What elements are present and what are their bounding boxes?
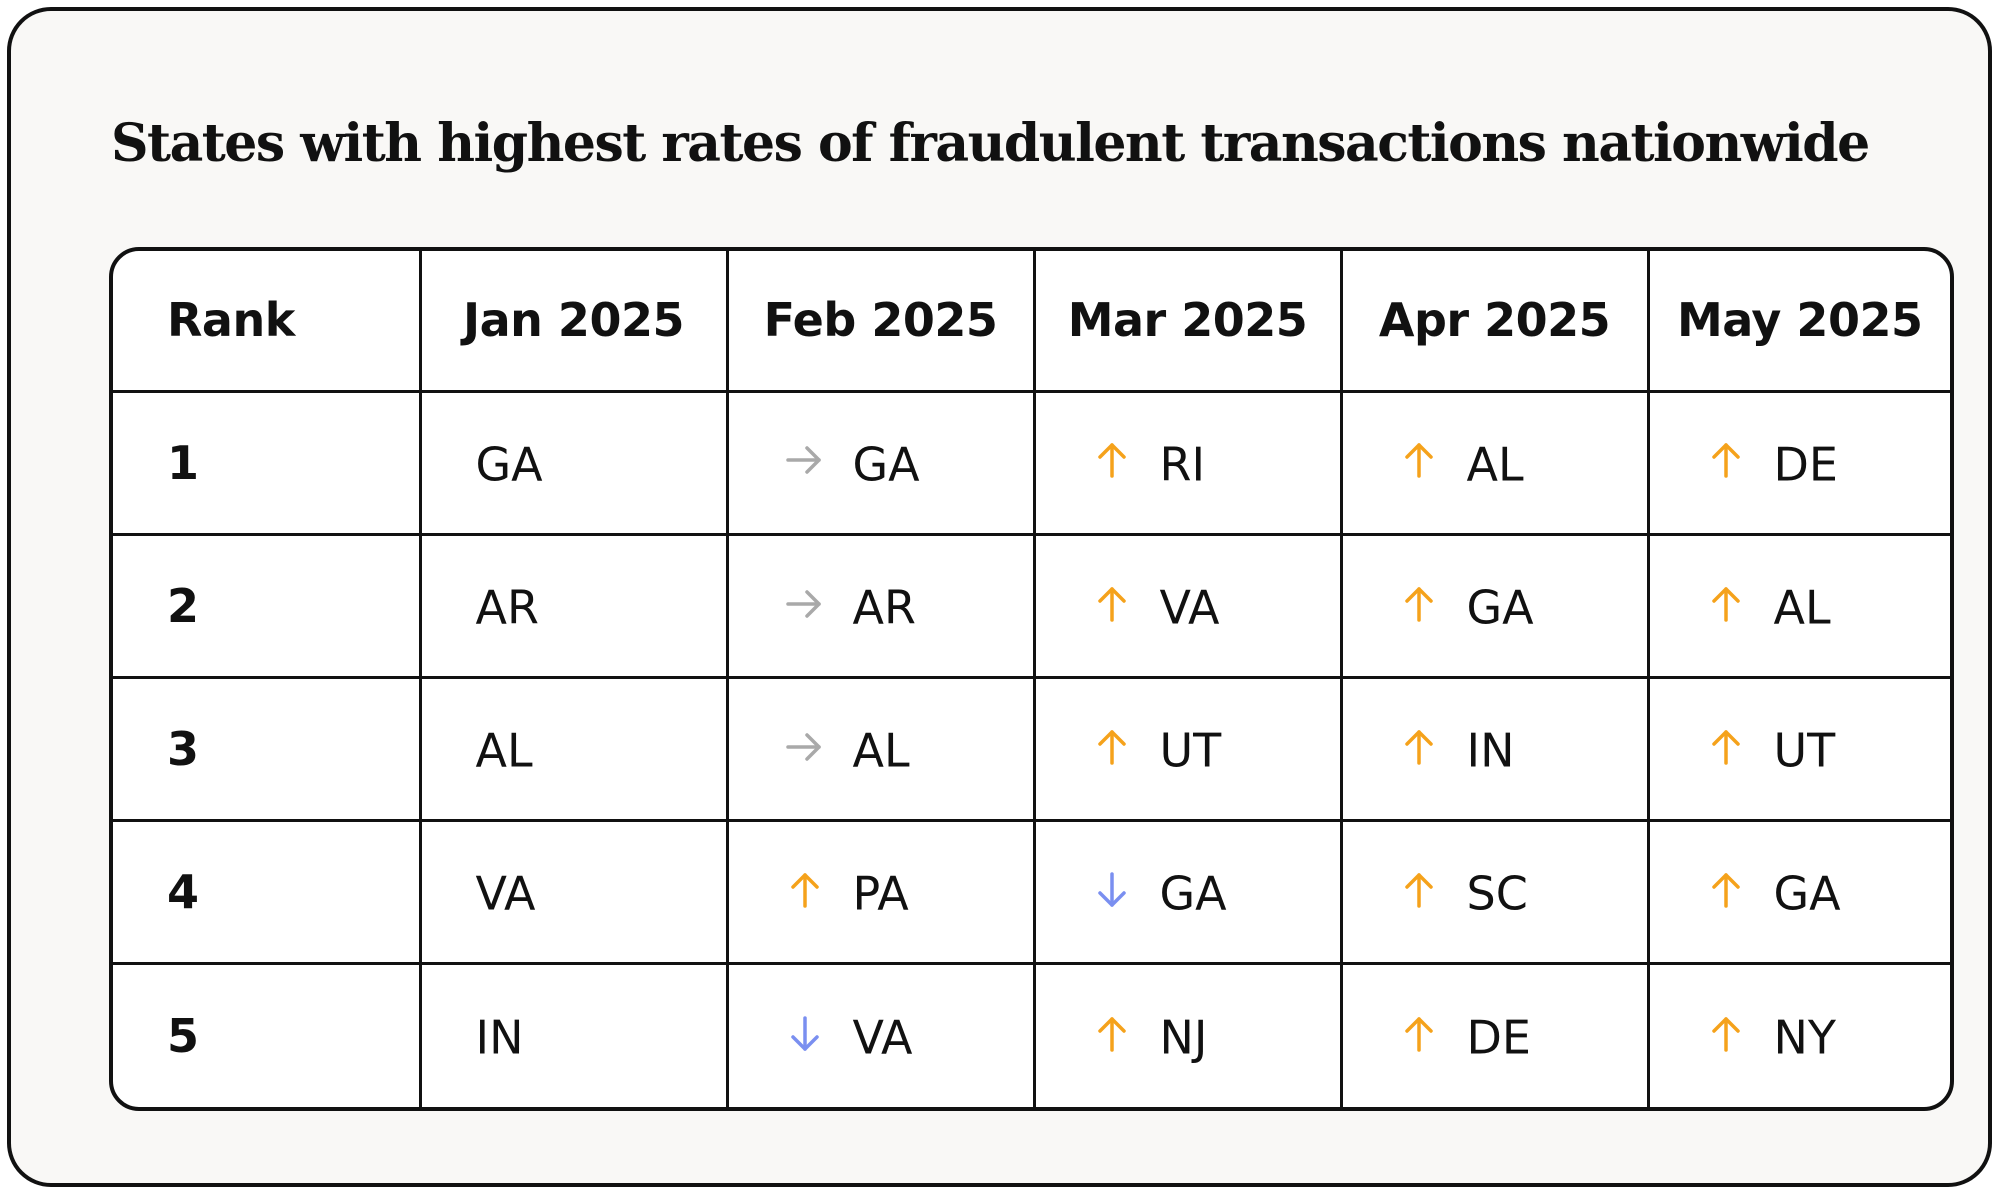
state-cell: IN	[420, 963, 729, 1107]
state-code: UT	[1159, 723, 1222, 778]
column-header-apr-2025: Apr 2025	[1341, 251, 1650, 393]
arrow-up-icon	[1397, 584, 1441, 624]
state-cell: VA	[727, 963, 1036, 1107]
table-row: 2 AR AR VA GA AL	[113, 534, 1950, 679]
table-row: 4 VA PA GA SC GA	[113, 820, 1950, 966]
arrow-up-icon	[1090, 584, 1134, 624]
state-code: AL	[1466, 437, 1524, 492]
state-code: AL	[475, 723, 533, 778]
state-cell: GA	[727, 391, 1036, 536]
chart-title: States with highest rates of fraudulent …	[111, 113, 1870, 174]
arrow-up-icon	[1397, 870, 1441, 910]
state-code: VA	[852, 1010, 913, 1065]
state-code: PA	[852, 866, 909, 921]
column-header-jan-2025: Jan 2025	[420, 251, 729, 393]
state-cell: DE	[1341, 963, 1650, 1107]
ranking-table-container: Rank Jan 2025 Feb 2025 Mar 2025 Apr 2025…	[109, 247, 1954, 1111]
state-code: GA	[852, 437, 920, 492]
table-row: 3 AL AL UT IN UT	[113, 677, 1950, 823]
state-code: NY	[1773, 1010, 1837, 1065]
state-cell: SC	[1341, 820, 1650, 966]
state-code: GA	[1773, 866, 1841, 921]
state-cell: AL	[1341, 391, 1650, 536]
state-code: DE	[1773, 437, 1839, 492]
arrow-up-icon	[1704, 584, 1748, 624]
state-code: NJ	[1159, 1010, 1208, 1065]
state-code: AL	[1773, 580, 1831, 635]
arrow-up-icon	[1704, 727, 1748, 767]
state-code: VA	[1159, 580, 1220, 635]
arrow-down-icon	[783, 1014, 827, 1054]
arrow-down-icon	[1090, 870, 1134, 910]
state-code: UT	[1773, 723, 1836, 778]
arrow-up-icon	[783, 870, 827, 910]
column-header-may-2025: May 2025	[1648, 251, 1950, 393]
arrow-up-icon	[1397, 440, 1441, 480]
arrow-up-icon	[1090, 440, 1134, 480]
arrow-up-icon	[1397, 727, 1441, 767]
state-code: AL	[852, 723, 910, 778]
state-code: AR	[475, 580, 539, 635]
state-cell: AL	[420, 677, 729, 823]
state-cell: GA	[1034, 820, 1343, 966]
state-cell: UT	[1648, 677, 1950, 823]
state-cell: RI	[1034, 391, 1343, 536]
table-row: 1 GA GA RI AL DE	[113, 391, 1950, 536]
column-header-feb-2025: Feb 2025	[727, 251, 1036, 393]
state-code: SC	[1466, 866, 1528, 921]
state-cell: GA	[420, 391, 729, 536]
state-code: GA	[1466, 580, 1534, 635]
column-header-rank: Rank	[113, 251, 422, 393]
state-cell: GA	[1648, 820, 1950, 966]
rank-cell: 3	[113, 677, 422, 823]
state-cell: PA	[727, 820, 1036, 966]
state-cell: AR	[727, 534, 1036, 679]
chart-card: States with highest rates of fraudulent …	[7, 7, 1992, 1187]
state-cell: NJ	[1034, 963, 1343, 1107]
arrow-up-icon	[1704, 870, 1748, 910]
rank-cell: 2	[113, 534, 422, 679]
state-code: RI	[1159, 437, 1206, 492]
arrow-right-icon	[783, 440, 827, 480]
rank-cell: 4	[113, 820, 422, 966]
state-cell: AL	[727, 677, 1036, 823]
state-code: IN	[475, 1010, 524, 1065]
arrow-up-icon	[1090, 727, 1134, 767]
state-cell: AL	[1648, 534, 1950, 679]
column-header-mar-2025: Mar 2025	[1034, 251, 1343, 393]
state-cell: AR	[420, 534, 729, 679]
state-cell: IN	[1341, 677, 1650, 823]
state-code: AR	[852, 580, 916, 635]
state-code: IN	[1466, 723, 1515, 778]
state-cell: UT	[1034, 677, 1343, 823]
arrow-up-icon	[1704, 440, 1748, 480]
state-code: VA	[475, 866, 536, 921]
arrow-up-icon	[1090, 1014, 1134, 1054]
state-cell: GA	[1341, 534, 1650, 679]
arrow-up-icon	[1397, 1014, 1441, 1054]
rank-cell: 5	[113, 963, 422, 1107]
header-row: Rank Jan 2025 Feb 2025 Mar 2025 Apr 2025…	[113, 251, 1950, 393]
table-body: 1 GA GA RI AL DE 2 AR AR VA GA AL 3 AL AL UT IN UT 4 VA PA GA…	[113, 391, 1950, 1107]
rank-cell: 1	[113, 391, 422, 536]
table-row: 5 IN VA NJ DE NY	[113, 963, 1950, 1107]
ranking-table: Rank Jan 2025 Feb 2025 Mar 2025 Apr 2025…	[113, 251, 1950, 1107]
state-cell: NY	[1648, 964, 1950, 1107]
arrow-up-icon	[1704, 1014, 1748, 1054]
state-cell: VA	[1034, 534, 1343, 679]
state-code: DE	[1466, 1010, 1532, 1065]
state-cell: VA	[420, 820, 729, 966]
arrow-right-icon	[783, 584, 827, 624]
state-code: GA	[1159, 866, 1227, 921]
arrow-right-icon	[783, 727, 827, 767]
state-code: GA	[475, 437, 543, 492]
state-cell: DE	[1648, 391, 1950, 536]
